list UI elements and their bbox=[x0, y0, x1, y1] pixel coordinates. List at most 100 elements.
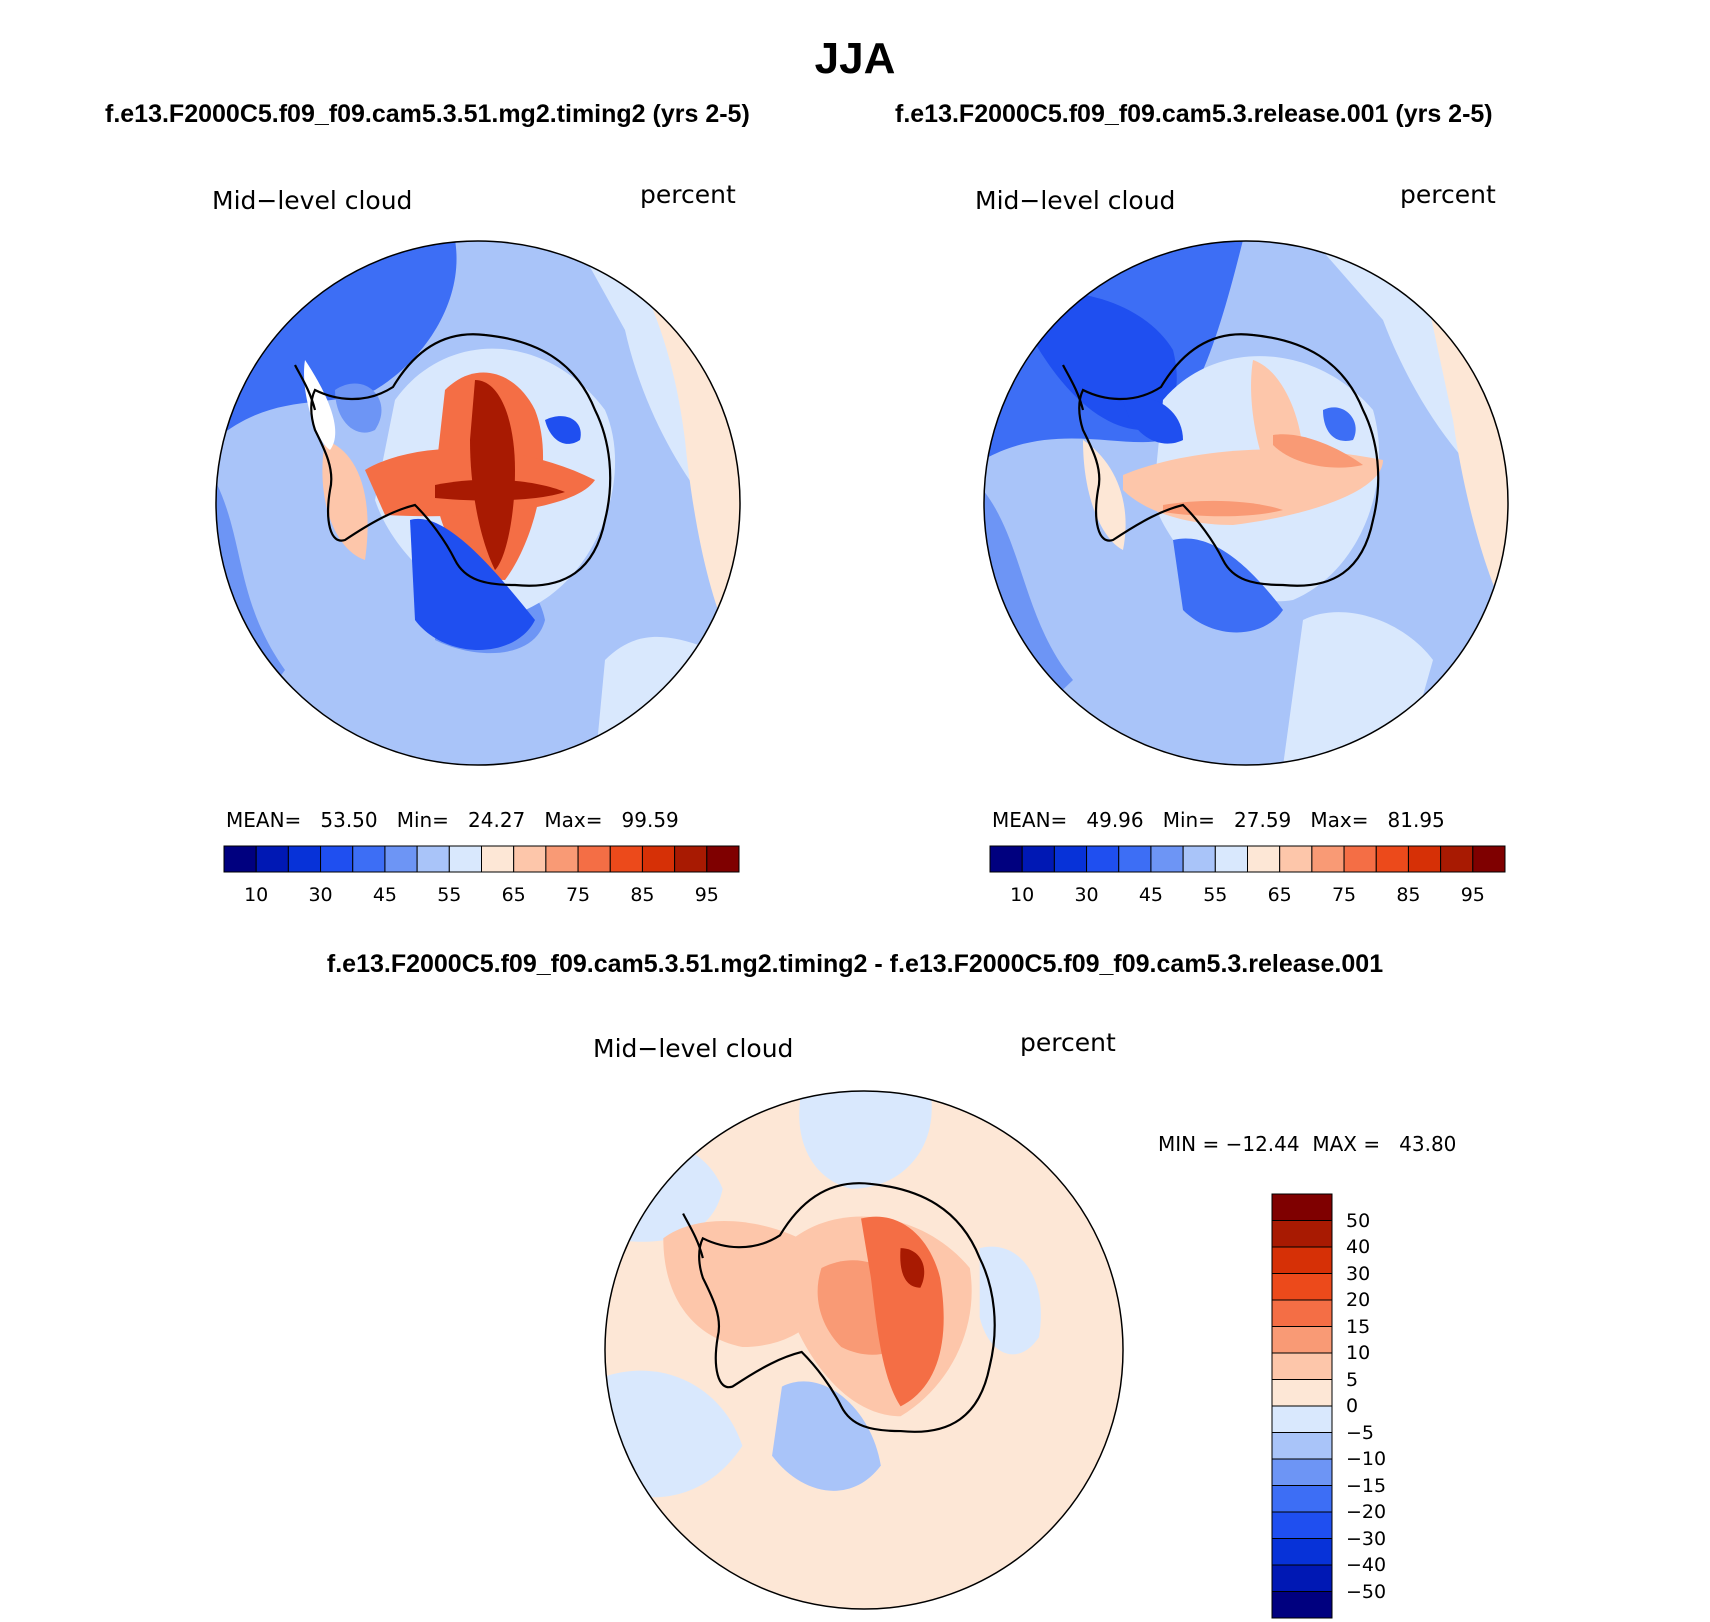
colorbar-panel-2-ticks: 10 30 45 55 65 75 85 95 bbox=[990, 884, 1505, 910]
colorbar-tick-label: 40 bbox=[1346, 1236, 1371, 1258]
colorbar-tick-label: −10 bbox=[1346, 1448, 1387, 1470]
colorbar-panel-1-ticks: 10 30 45 55 65 75 85 95 bbox=[224, 884, 739, 910]
colorbar-swatch bbox=[255, 845, 289, 873]
panel-3-variable-label: Mid−level cloud bbox=[593, 1034, 794, 1063]
colorbar-tick-label: 75 bbox=[565, 884, 591, 906]
colorbar-tick-label: −20 bbox=[1346, 1501, 1387, 1523]
colorbar-swatch bbox=[706, 845, 740, 873]
colorbar-tick-label: 10 bbox=[1346, 1342, 1371, 1364]
diff-title: f.e13.F2000C5.f09_f09.cam5.3.51.mg2.timi… bbox=[326, 950, 1384, 978]
panel-1-stats: MEAN= 53.50 Min= 24.27 Max= 99.59 bbox=[226, 808, 679, 832]
colorbar-swatch bbox=[1271, 1432, 1333, 1460]
colorbar-swatch bbox=[1271, 1591, 1333, 1619]
map-panel-2 bbox=[983, 240, 1509, 766]
colorbar-swatch bbox=[1271, 1405, 1333, 1433]
panel-2-units-label: percent bbox=[1400, 180, 1496, 209]
colorbar-swatch bbox=[1271, 1458, 1333, 1486]
colorbar-tick-label: 55 bbox=[1203, 884, 1228, 906]
colorbar-tick-label: 50 bbox=[1346, 1209, 1371, 1232]
colorbar-swatch bbox=[1271, 1538, 1333, 1566]
colorbar-swatch bbox=[1271, 1326, 1333, 1354]
panel-1-units-label: percent bbox=[640, 180, 736, 209]
colorbar-swatch bbox=[1021, 845, 1055, 873]
colorbar-diff bbox=[1271, 1193, 1333, 1619]
panel-1-variable-label: Mid−level cloud bbox=[212, 186, 413, 215]
map-panel-3 bbox=[604, 1090, 1124, 1610]
colorbar-swatch bbox=[1271, 1273, 1333, 1301]
colorbar-tick-label: 65 bbox=[501, 884, 526, 906]
colorbar-tick-label: 15 bbox=[1346, 1315, 1371, 1338]
colorbar-swatch bbox=[1150, 845, 1184, 873]
colorbar-tick-label: 10 bbox=[1010, 884, 1035, 906]
colorbar-swatch bbox=[545, 845, 579, 873]
colorbar-tick-label: −30 bbox=[1346, 1527, 1387, 1550]
panel-2-variable-label: Mid−level cloud bbox=[975, 186, 1176, 215]
colorbar-swatch bbox=[481, 845, 515, 873]
colorbar-swatch bbox=[609, 845, 643, 873]
colorbar-tick-label: 55 bbox=[437, 884, 462, 906]
colorbar-swatch bbox=[384, 845, 418, 873]
colorbar-tick-label: 30 bbox=[1074, 884, 1099, 906]
colorbar-swatch bbox=[1271, 1220, 1333, 1248]
colorbar-swatch bbox=[513, 845, 547, 873]
colorbar-tick-label: 45 bbox=[372, 884, 398, 906]
colorbar-swatch bbox=[1247, 845, 1281, 873]
colorbar-swatch bbox=[352, 845, 386, 873]
panel-2-case-title: f.e13.F2000C5.f09_f09.cam5.3.release.001… bbox=[895, 100, 1493, 128]
colorbar-panel-2 bbox=[989, 845, 1506, 873]
colorbar-swatch bbox=[1472, 845, 1506, 873]
colorbar-swatch bbox=[1118, 845, 1152, 873]
colorbar-tick-label: 20 bbox=[1346, 1289, 1371, 1311]
colorbar-swatch bbox=[1271, 1299, 1333, 1327]
colorbar-tick-label: −40 bbox=[1346, 1554, 1387, 1576]
colorbar-tick-label: 30 bbox=[308, 884, 333, 906]
colorbar-tick-label: 85 bbox=[1396, 884, 1421, 906]
colorbar-swatch bbox=[1271, 1352, 1333, 1380]
colorbar-swatch bbox=[1086, 845, 1120, 873]
colorbar-swatch bbox=[1053, 845, 1088, 873]
colorbar-swatch bbox=[1343, 845, 1377, 873]
colorbar-panel-1 bbox=[223, 845, 740, 873]
colorbar-tick-label: 10 bbox=[244, 884, 269, 906]
colorbar-tick-label: −15 bbox=[1346, 1474, 1387, 1497]
colorbar-swatch bbox=[1271, 1511, 1333, 1539]
panel-3-stats: MIN = −12.44 MAX = 43.80 bbox=[1158, 1132, 1457, 1156]
colorbar-tick-label: 0 bbox=[1346, 1395, 1359, 1417]
colorbar-swatch bbox=[1271, 1485, 1333, 1513]
colorbar-swatch bbox=[674, 845, 708, 873]
panel-3-units-label: percent bbox=[1020, 1028, 1116, 1057]
colorbar-swatch bbox=[1375, 845, 1409, 873]
colorbar-swatch bbox=[989, 845, 1023, 873]
map-panel-1 bbox=[215, 240, 741, 766]
figure-title: JJA bbox=[814, 34, 896, 83]
colorbar-tick-label: −50 bbox=[1346, 1580, 1387, 1603]
colorbar-diff-ticks: 50 40 30 20 15 10 5 0 −5 −10 −15 −20 −30 −40 −50 bbox=[1346, 1194, 1426, 1622]
colorbar-swatch bbox=[577, 845, 611, 873]
colorbar-swatch bbox=[1271, 1564, 1333, 1592]
colorbar-swatch bbox=[1407, 845, 1442, 873]
colorbar-swatch bbox=[320, 845, 354, 873]
colorbar-swatch bbox=[223, 845, 257, 873]
colorbar-swatch bbox=[641, 845, 676, 873]
colorbar-tick-label: 5 bbox=[1346, 1368, 1359, 1391]
colorbar-swatch bbox=[1182, 845, 1216, 873]
colorbar-tick-label: 30 bbox=[1346, 1262, 1371, 1285]
panel-2-stats: MEAN= 49.96 Min= 27.59 Max= 81.95 bbox=[992, 808, 1445, 832]
colorbar-tick-label: 45 bbox=[1138, 884, 1164, 906]
colorbar-swatch bbox=[1214, 845, 1248, 873]
colorbar-tick-label: 65 bbox=[1267, 884, 1292, 906]
colorbar-swatch bbox=[287, 845, 322, 873]
colorbar-tick-label: 75 bbox=[1331, 884, 1357, 906]
colorbar-swatch bbox=[1279, 845, 1313, 873]
panel-1-case-title: f.e13.F2000C5.f09_f09.cam5.3.51.mg2.timi… bbox=[105, 100, 750, 128]
colorbar-tick-label: 95 bbox=[1460, 884, 1485, 906]
colorbar-swatch bbox=[1271, 1379, 1333, 1407]
colorbar-swatch bbox=[1271, 1246, 1333, 1274]
colorbar-swatch bbox=[1311, 845, 1345, 873]
colorbar-swatch bbox=[448, 845, 482, 873]
colorbar-swatch bbox=[416, 845, 450, 873]
colorbar-swatch bbox=[1271, 1193, 1333, 1221]
colorbar-tick-label: −5 bbox=[1346, 1421, 1375, 1444]
colorbar-tick-label: 85 bbox=[630, 884, 655, 906]
colorbar-tick-label: 95 bbox=[694, 884, 719, 906]
